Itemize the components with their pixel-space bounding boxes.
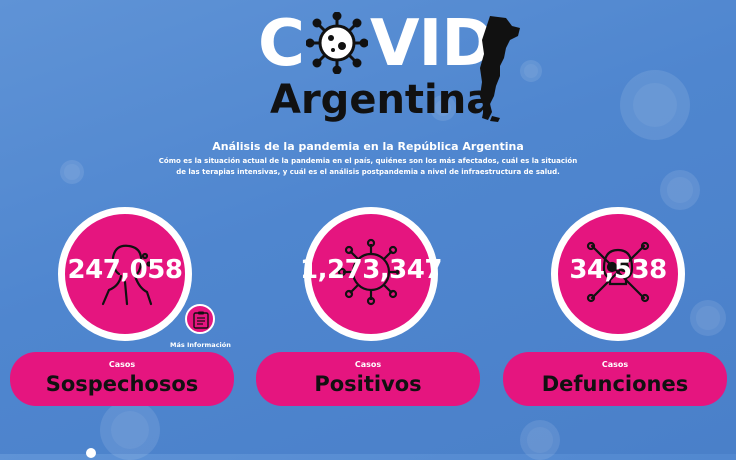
stat-circle (304, 207, 438, 341)
background-virus (430, 95, 456, 121)
skull-crossbones-icon (586, 241, 650, 303)
stat-small-label: Casos (601, 360, 629, 369)
stat-sospechosos: 247,058 Casos Sospechosos (10, 207, 240, 407)
stat-pill: Casos Defunciones (503, 352, 727, 406)
stat-big-label: Defunciones (541, 372, 689, 396)
virus-icon (337, 238, 405, 306)
background-virus (660, 170, 700, 210)
stat-big-label: Sospechosos (45, 372, 199, 396)
background-virus (620, 70, 690, 140)
stat-count: 34,538 (569, 255, 667, 285)
sick-person-icon (101, 244, 153, 306)
logo-letters-vid: VID (369, 7, 494, 81)
background-virus (100, 400, 160, 460)
more-info-button[interactable] (185, 304, 215, 334)
stat-small-label: Casos (354, 360, 382, 369)
argentina-map-icon (480, 16, 520, 122)
stat-pill: Casos Sospechosos (10, 352, 234, 406)
stat-positivos: 1,273,347 Casos Positivos (256, 207, 486, 407)
stat-count: 247,058 (67, 255, 183, 285)
stat-pill: Casos Positivos (256, 352, 480, 406)
logo-subtitle: Argentina (270, 77, 494, 123)
page-headline: Análisis de la pandemia en la República … (212, 140, 524, 153)
background-virus (690, 300, 726, 336)
page-description: Cómo es la situación actual de la pandem… (150, 156, 586, 178)
background-virus (60, 160, 84, 184)
description-line: Cómo es la situación actual de la pandem… (158, 157, 578, 165)
stat-circle (58, 207, 192, 341)
background-virus (520, 420, 560, 460)
logo-letter-c: C (258, 7, 305, 81)
covid-argentina-logo: C VID Argentina (258, 12, 528, 122)
description-line: de las terapias intensivas, y cuál es el… (176, 168, 560, 176)
stat-count: 1,273,347 (300, 255, 442, 285)
background-virus (520, 60, 542, 82)
logo-covid-text: C VID (258, 7, 494, 81)
carousel-dot[interactable] (86, 448, 96, 458)
virus-icon (305, 12, 368, 74)
clipboard-icon (193, 311, 209, 329)
more-info-label[interactable]: Más Información (170, 341, 231, 349)
stat-big-label: Positivos (314, 372, 422, 396)
stat-defunciones: 34,538 Casos Defunciones (503, 207, 733, 407)
stat-circle (551, 207, 685, 341)
stat-small-label: Casos (108, 360, 136, 369)
